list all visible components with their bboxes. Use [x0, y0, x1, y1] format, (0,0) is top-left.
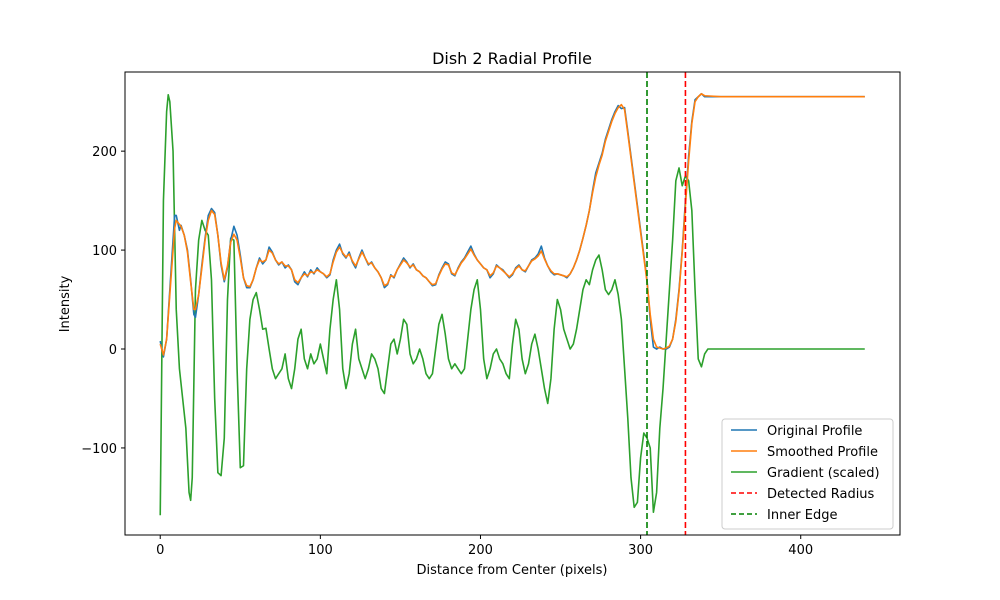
y-tick-label: 0 — [109, 343, 117, 358]
y-tick-label: 200 — [92, 145, 117, 160]
legend-entry-gradient: Gradient (scaled) — [731, 466, 880, 481]
legend-frame — [721, 418, 894, 530]
series-line-gradient-scaled — [159, 93, 865, 516]
x-tick-label: 100 — [308, 543, 333, 558]
legend-label-smoothed-profile: Smoothed Profile — [767, 445, 878, 460]
chart-title: Dish 2 Radial Profile — [432, 49, 592, 68]
x-tick-label: 200 — [468, 543, 493, 558]
y-axis-label: Intensity — [58, 275, 73, 332]
legend-label-detected-radius: Detected Radius — [767, 487, 875, 502]
x-axis-label: Distance from Center (pixels) — [417, 563, 608, 578]
legend-entry-inner-edge: Inner Edge — [731, 508, 838, 523]
series-layer — [159, 72, 865, 535]
series-line-smoothed-profile — [159, 92, 865, 356]
plot-frame — [124, 71, 901, 536]
legend-label-gradient: Gradient (scaled) — [767, 466, 880, 481]
y-tick-label: −100 — [81, 442, 117, 457]
x-tick-label: 0 — [156, 543, 164, 558]
x-tick-label: 300 — [628, 543, 653, 558]
legend-entry-smoothed-profile: Smoothed Profile — [731, 445, 878, 460]
x-tick-label: 400 — [788, 543, 813, 558]
ticks-layer: 0 100 200 300 400 −100 0 100 200 — [81, 145, 813, 558]
legend-label-original-profile: Original Profile — [767, 424, 862, 439]
legend: Original Profile Smoothed Profile Gradie… — [721, 418, 894, 530]
legend-label-inner-edge: Inner Edge — [767, 508, 838, 523]
legend-entry-original-profile: Original Profile — [731, 424, 862, 439]
y-tick-label: 100 — [92, 244, 117, 259]
legend-entry-detected-radius: Detected Radius — [731, 487, 875, 502]
